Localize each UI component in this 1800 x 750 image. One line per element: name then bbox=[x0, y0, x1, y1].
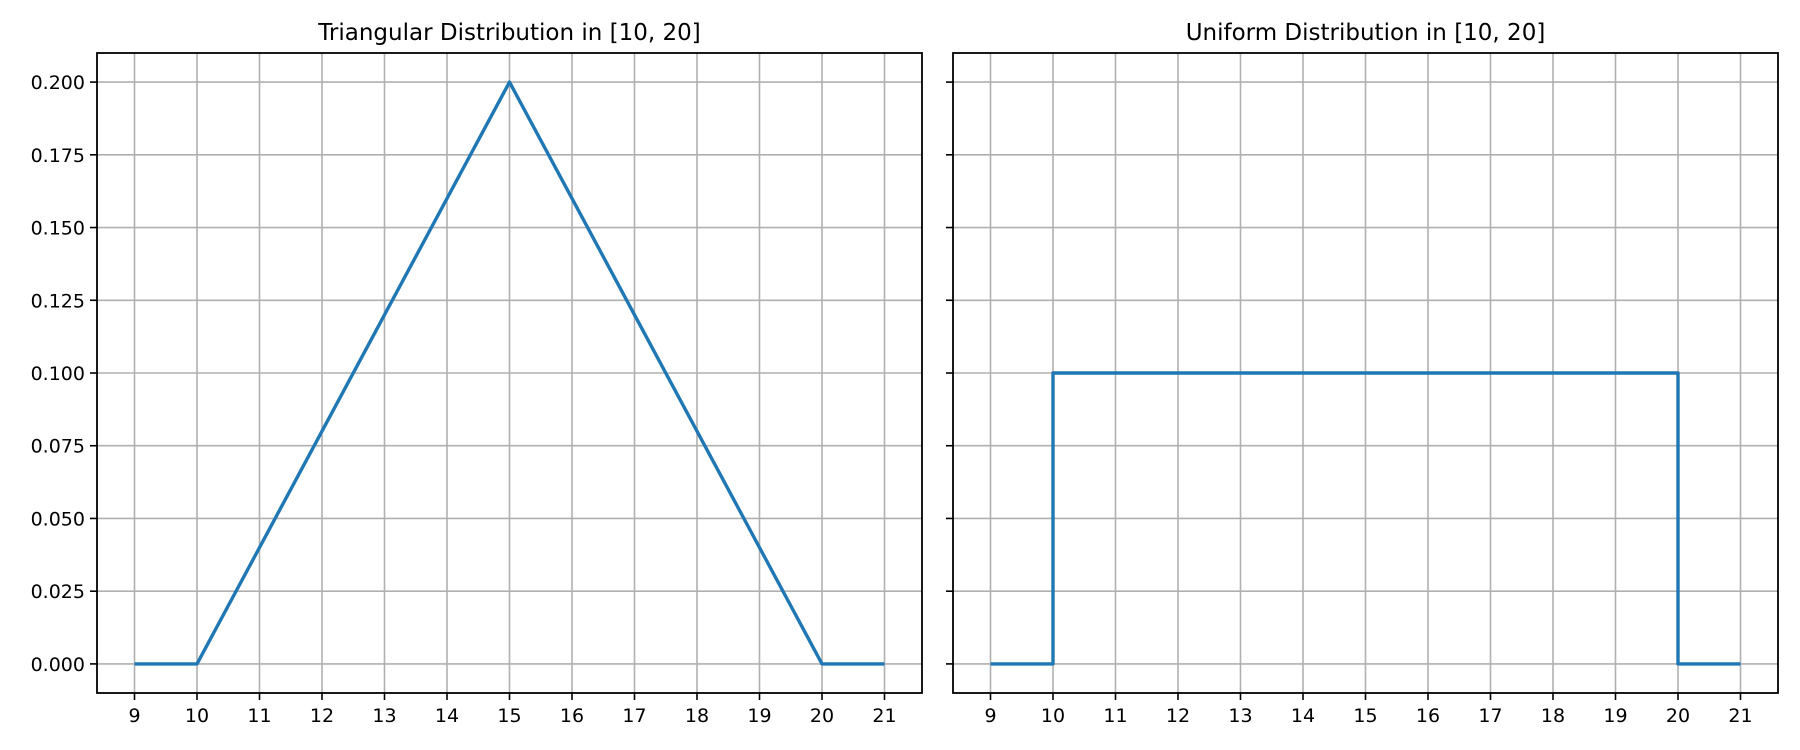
triangular-x-tick-label: 21 bbox=[872, 705, 896, 727]
triangular-x-tick-label: 15 bbox=[497, 705, 521, 727]
uniform-plot-frame bbox=[952, 52, 1779, 694]
triangular-x-tick-label: 10 bbox=[185, 705, 209, 727]
triangular-y-tick-label: 0.075 bbox=[31, 436, 85, 458]
triangular-x-tick-label: 19 bbox=[747, 705, 771, 727]
uniform-x-tick-label: 15 bbox=[1353, 705, 1377, 727]
triangular-x-tick-label: 17 bbox=[622, 705, 646, 727]
uniform-x-tick-label: 13 bbox=[1228, 705, 1252, 727]
triangular-y-tick-label: 0.200 bbox=[31, 72, 85, 94]
uniform-x-tick-label: 18 bbox=[1541, 705, 1565, 727]
uniform-x-tick-label: 10 bbox=[1041, 705, 1065, 727]
triangular-x-tick-label: 13 bbox=[372, 705, 396, 727]
triangular-series-line bbox=[134, 80, 885, 666]
uniform-title: Uniform Distribution in [10, 20] bbox=[1186, 20, 1546, 46]
triangular-x-tick-label: 12 bbox=[310, 705, 334, 727]
triangular-plot-frame bbox=[96, 52, 923, 694]
triangular-y-tick-label: 0.050 bbox=[31, 508, 85, 530]
uniform-series-line bbox=[990, 371, 1741, 666]
triangular-y-tick-label: 0.175 bbox=[31, 145, 85, 167]
triangular-y-tick-label: 0.100 bbox=[31, 363, 85, 385]
triangular-y-tick-label: 0.025 bbox=[31, 581, 85, 603]
uniform-x-tick-label: 11 bbox=[1103, 705, 1127, 727]
triangular-y-tick-label: 0.150 bbox=[31, 218, 85, 240]
triangular-y-tick-label: 0.125 bbox=[31, 290, 85, 312]
triangular-title: Triangular Distribution in [10, 20] bbox=[317, 20, 701, 46]
uniform-x-tick-label: 9 bbox=[984, 705, 996, 727]
uniform-axes: 9 10 11 12 13 14 15 16 17 18 19 20 21 bbox=[946, 81, 1753, 727]
uniform-panel: Uniform Distribution in [10, 20] 9 10 11 12… bbox=[946, 20, 1779, 727]
triangular-x-tick-label: 11 bbox=[247, 705, 271, 727]
triangular-x-tick-label: 14 bbox=[435, 705, 459, 727]
uniform-x-tick-label: 17 bbox=[1478, 705, 1502, 727]
triangular-y-tick-label: 0.000 bbox=[31, 654, 85, 676]
triangular-x-tick-label: 18 bbox=[685, 705, 709, 727]
uniform-x-tick-label: 12 bbox=[1166, 705, 1190, 727]
uniform-x-tick-label: 21 bbox=[1728, 705, 1752, 727]
triangular-x-tick-label: 16 bbox=[560, 705, 584, 727]
triangular-axes: 9 10 11 12 13 14 15 16 17 18 19 20 21 0.000 0.025 0.050… bbox=[31, 72, 897, 727]
uniform-x-tick-label: 20 bbox=[1666, 705, 1690, 727]
uniform-x-tick-label: 16 bbox=[1416, 705, 1440, 727]
uniform-x-tick-label: 19 bbox=[1603, 705, 1627, 727]
uniform-x-tick-label: 14 bbox=[1291, 705, 1315, 727]
triangular-x-tick-label: 20 bbox=[810, 705, 834, 727]
triangular-x-tick-label: 9 bbox=[128, 705, 140, 727]
triangular-panel: Triangular Distribution in [10, 20] 9 10 1… bbox=[31, 20, 923, 727]
